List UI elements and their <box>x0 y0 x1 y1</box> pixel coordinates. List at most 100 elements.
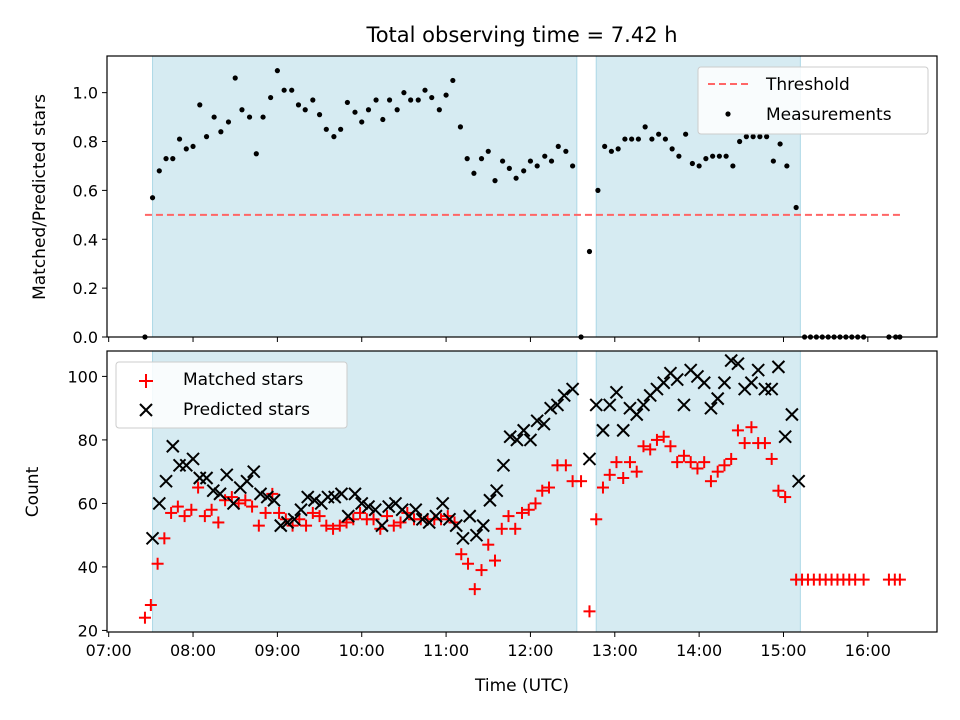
predicted-star-point <box>785 407 799 422</box>
predicted-star-point <box>429 509 443 523</box>
matched-star-point <box>387 519 400 532</box>
matched-star-point <box>468 583 481 596</box>
predicted-star-point <box>778 430 792 444</box>
predicted-star-point <box>280 515 295 530</box>
top-y-tick-label: 0.8 <box>73 133 98 152</box>
measurement-point <box>506 165 512 171</box>
measurement-point <box>232 75 238 81</box>
matched-star-point <box>300 519 313 532</box>
matched-star-point <box>198 510 211 523</box>
predicted-star-point <box>582 452 597 466</box>
measurement-point <box>649 136 655 142</box>
measurement-point <box>176 136 183 142</box>
matched-star-point <box>745 421 758 434</box>
measurement-point <box>246 114 253 120</box>
measurement-point <box>586 248 593 255</box>
measurement-point <box>471 170 477 176</box>
measurement-point <box>422 87 428 93</box>
top-y-tick-label: 0.6 <box>73 181 98 200</box>
measurement-point <box>344 99 350 106</box>
matched-star-point <box>596 481 609 494</box>
predicted-star-point <box>523 433 538 447</box>
predicted-star-point <box>409 503 423 517</box>
matched-star-point <box>738 437 751 450</box>
matched-star-point <box>185 503 198 516</box>
measurement-point <box>373 97 379 103</box>
measurement-point <box>281 87 287 93</box>
matched-star-point <box>725 452 738 465</box>
predicted-star-point <box>537 417 551 431</box>
predicted-star-point <box>731 356 745 371</box>
measurement-point <box>777 141 783 147</box>
predicted-star-point <box>348 487 362 501</box>
matched-star-point <box>704 475 717 488</box>
bottom-y-tick-label: 40 <box>78 558 98 577</box>
measurement-point <box>770 158 776 164</box>
matched-star-point <box>657 430 670 443</box>
predicted-star-point <box>476 518 490 533</box>
matched-star-point <box>475 564 488 577</box>
x-tick-label: 08:00 <box>170 641 216 660</box>
matched-star-point <box>691 462 704 475</box>
measurement-point <box>534 163 540 169</box>
matched-star-point <box>664 440 677 453</box>
predicted-star-point <box>503 430 517 444</box>
measurement-point <box>563 148 569 154</box>
matched-star-point <box>583 605 596 618</box>
measurement-point <box>793 204 799 211</box>
predicted-star-point <box>616 423 630 438</box>
measurement-point <box>683 131 689 137</box>
predicted-star-point <box>267 493 281 507</box>
predicted-star-point <box>334 487 349 501</box>
predicted-star-point <box>368 503 382 517</box>
predicted-star-point <box>589 398 603 412</box>
predicted-star-point <box>220 468 234 482</box>
predicted-star-point <box>260 490 274 504</box>
top-plot-frame <box>106 55 938 338</box>
predicted-star-point <box>328 490 342 504</box>
matched-star-point <box>671 456 684 469</box>
bottom-legend-box <box>115 361 348 429</box>
matched-star-point <box>367 513 380 526</box>
matched-star-point <box>171 500 184 513</box>
bottom-x-axis: 07:00 08:00 09:00 10:00 11:00 12:00 13:00 14:00… <box>86 632 891 660</box>
predicted-star-point <box>516 423 531 438</box>
measurement-point <box>302 107 308 113</box>
predicted-star-point <box>710 391 725 406</box>
matched-star-point <box>590 513 603 526</box>
measurement-point <box>521 168 527 174</box>
measurement-point <box>608 148 615 154</box>
bottom-plot-frame <box>106 350 938 633</box>
matched-star-point <box>495 522 508 535</box>
predicted-star-point <box>294 503 308 517</box>
matched-star-point <box>212 516 225 529</box>
matched-star-point <box>529 497 542 510</box>
measurement-point <box>149 195 156 201</box>
measurement-point <box>394 107 400 113</box>
measurement-point <box>239 107 245 113</box>
measurement-point <box>478 156 485 162</box>
measurement-point <box>642 124 648 130</box>
matched-star-point <box>893 573 906 586</box>
measurement-point <box>156 168 162 174</box>
x-tick-label: 10:00 <box>339 641 385 660</box>
measurement-point <box>513 175 519 181</box>
measurement-point <box>710 153 716 159</box>
matched-star-point <box>698 456 711 469</box>
legend-measurements-label: Measurements <box>766 105 892 125</box>
bottom-y-tick-label: 100 <box>67 367 98 386</box>
matched-star-point <box>252 519 265 532</box>
chart-title: Total observing time = 7.42 h <box>365 23 677 47</box>
predicted-star-point <box>717 376 732 390</box>
matched-star-point <box>333 519 346 532</box>
predicted-star-point <box>565 382 580 396</box>
predicted-star-point <box>530 414 544 428</box>
measurement-point <box>757 134 763 140</box>
predicted-star-point <box>489 483 504 498</box>
measurement-point <box>218 129 224 135</box>
measurement-point <box>716 153 722 159</box>
predicted-star-point <box>771 360 786 374</box>
measurement-point <box>548 158 555 164</box>
matched-star-point <box>684 456 697 469</box>
matched-star-point <box>603 468 616 481</box>
